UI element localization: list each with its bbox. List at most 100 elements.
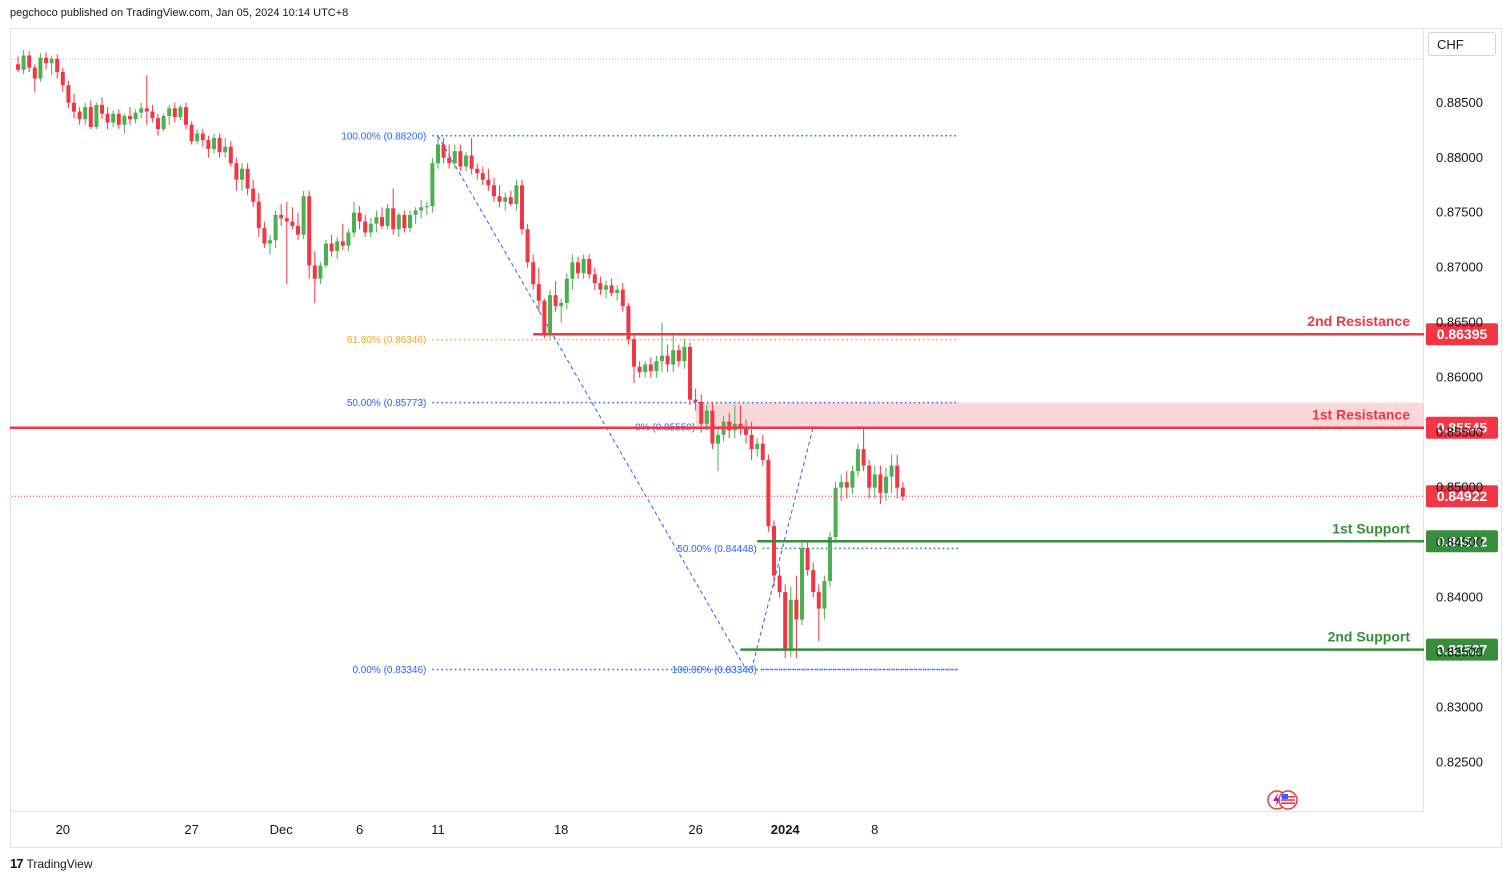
candle-body bbox=[128, 115, 132, 120]
candle-body bbox=[368, 223, 373, 233]
level-price-label: 0.83527 bbox=[1437, 642, 1488, 658]
candle-body bbox=[682, 346, 687, 362]
candle-body bbox=[632, 339, 636, 367]
candle-body bbox=[21, 55, 26, 70]
candle-body bbox=[436, 144, 440, 164]
candle-body bbox=[161, 115, 166, 130]
candle-body bbox=[884, 476, 888, 494]
candle-body bbox=[111, 113, 116, 123]
time-tick-label: 26 bbox=[688, 822, 702, 837]
candle-body bbox=[856, 449, 860, 472]
candle-body bbox=[704, 410, 709, 424]
candle-body bbox=[777, 575, 782, 593]
candle-body bbox=[27, 55, 32, 68]
candle-body bbox=[100, 104, 104, 114]
candle-body bbox=[38, 57, 43, 79]
candle-body bbox=[116, 113, 121, 125]
candle-body bbox=[564, 278, 569, 303]
candle-body bbox=[352, 212, 356, 233]
candle-body bbox=[178, 107, 183, 118]
candle-body bbox=[251, 188, 256, 202]
time-axis[interactable] bbox=[10, 812, 1502, 848]
resistance-zone bbox=[695, 402, 1424, 428]
candle-body bbox=[531, 262, 536, 285]
candle-body bbox=[363, 221, 368, 233]
level-label: 2nd Support bbox=[1328, 629, 1411, 645]
candle-body bbox=[32, 67, 37, 79]
candle-body bbox=[822, 581, 827, 609]
candle-body bbox=[335, 241, 340, 252]
candle-body bbox=[520, 185, 524, 230]
candle-body bbox=[430, 163, 435, 207]
economic-event-icon[interactable] bbox=[1266, 789, 1306, 811]
candle-body bbox=[598, 283, 603, 290]
time-tick-label: 27 bbox=[184, 822, 198, 837]
level-label: 1st Resistance bbox=[1312, 407, 1410, 423]
currency-selector[interactable]: CHF bbox=[1428, 32, 1496, 56]
candle-body bbox=[391, 208, 396, 230]
price-tick-label: 0.84500 bbox=[1436, 535, 1483, 550]
candle-body bbox=[760, 443, 765, 461]
candle-body bbox=[878, 474, 883, 494]
candle-body bbox=[346, 232, 351, 246]
candle-body bbox=[340, 241, 345, 246]
price-tick-label: 0.87000 bbox=[1436, 260, 1483, 275]
candle-body bbox=[688, 346, 692, 400]
candle-body bbox=[654, 361, 659, 372]
price-axis[interactable] bbox=[1424, 28, 1502, 812]
level-price-label: 0.84512 bbox=[1437, 533, 1488, 549]
candle-body bbox=[553, 295, 558, 307]
candle-body bbox=[374, 217, 379, 224]
candle-body bbox=[592, 274, 597, 284]
candle-body bbox=[844, 482, 849, 488]
candle-body bbox=[895, 465, 900, 488]
candle-body bbox=[296, 225, 300, 235]
level-label: 2nd Resistance bbox=[1307, 313, 1410, 329]
candle-body bbox=[60, 71, 65, 86]
candle-body bbox=[228, 146, 233, 164]
candle-body bbox=[212, 137, 216, 149]
last-price-badge bbox=[1426, 485, 1498, 508]
price-tick-label: 0.86500 bbox=[1436, 315, 1483, 330]
candle-body bbox=[245, 168, 250, 189]
candle-body bbox=[503, 197, 508, 202]
candle-body bbox=[284, 218, 289, 222]
candle-body bbox=[357, 212, 362, 222]
fib-level-label: 100.00% (0.88200) bbox=[341, 131, 426, 142]
candle-body bbox=[615, 289, 620, 293]
fib-level-label: 100.00% (0.83346) bbox=[672, 665, 757, 676]
candle-body bbox=[772, 526, 776, 576]
candle-body bbox=[872, 474, 877, 488]
candle-body bbox=[693, 399, 698, 402]
footer-brand[interactable]: 17 TradingView bbox=[10, 856, 93, 871]
candle-body bbox=[290, 221, 295, 226]
candle-body bbox=[150, 111, 155, 119]
candle-body bbox=[279, 214, 284, 219]
publish-note: pegchoco published on TradingView.com, J… bbox=[10, 7, 349, 19]
candle-body bbox=[867, 465, 872, 488]
fib-level-label: 50.00% (0.85773) bbox=[347, 398, 427, 409]
candle-body bbox=[206, 140, 211, 149]
candle-body bbox=[195, 133, 200, 142]
candle-body bbox=[469, 155, 474, 169]
candle-body bbox=[660, 355, 664, 362]
candle-body bbox=[486, 179, 491, 186]
candle-body bbox=[234, 163, 239, 180]
last-price-label: 0.84922 bbox=[1437, 488, 1488, 504]
candle-body bbox=[581, 258, 586, 274]
candle-body bbox=[172, 108, 177, 118]
candle-body bbox=[94, 104, 99, 127]
price-tick-label: 0.84000 bbox=[1436, 590, 1483, 605]
price-tick-label: 0.85000 bbox=[1436, 480, 1483, 495]
candle-body bbox=[475, 168, 480, 174]
candle-body bbox=[273, 214, 278, 241]
candle-body bbox=[587, 258, 592, 275]
candle-body bbox=[850, 471, 855, 488]
level-price-badge bbox=[1426, 638, 1498, 661]
candle-body bbox=[133, 112, 138, 120]
candle-body bbox=[497, 196, 502, 202]
candle-body bbox=[576, 262, 580, 274]
candle-body bbox=[464, 155, 468, 167]
candle-body bbox=[380, 217, 384, 226]
candle-body bbox=[413, 210, 418, 215]
